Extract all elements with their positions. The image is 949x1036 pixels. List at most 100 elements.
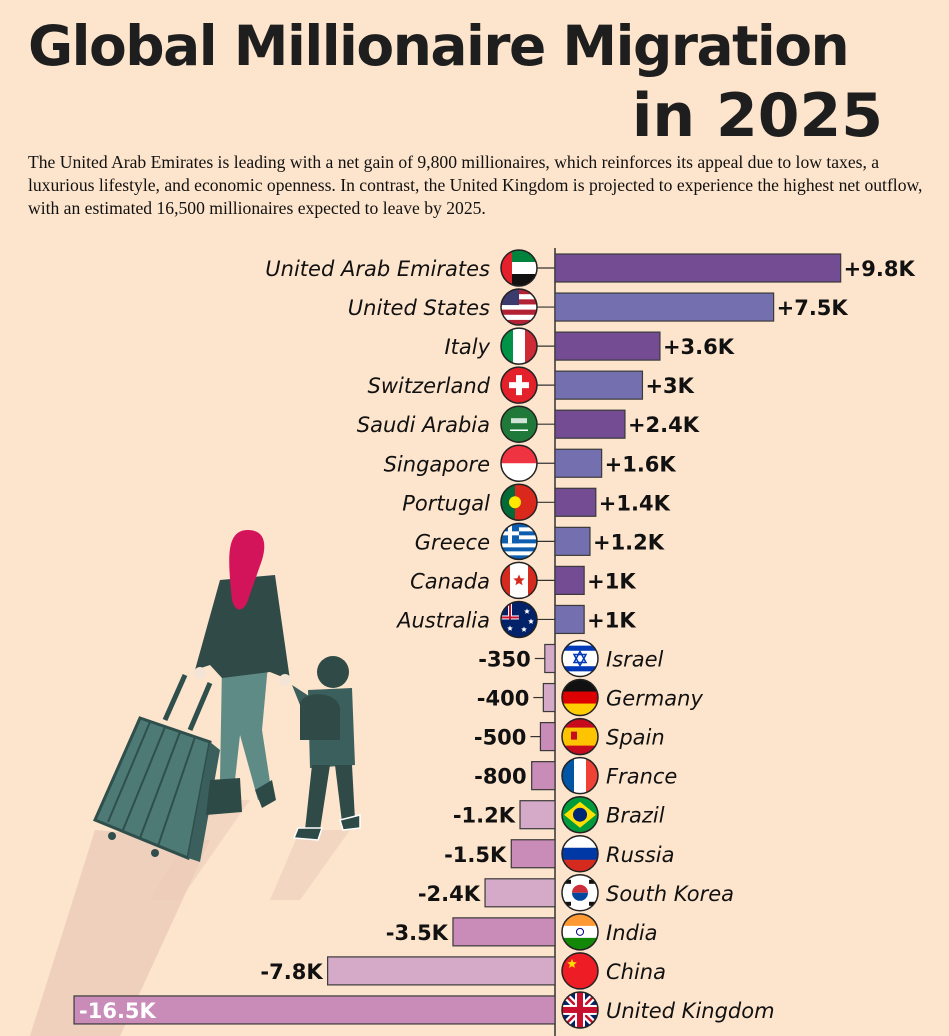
bar bbox=[554, 370, 644, 400]
australia-flag-icon bbox=[500, 600, 538, 639]
bar-row: Saudi Arabia +2.4K bbox=[357, 405, 700, 443]
bar bbox=[554, 487, 597, 517]
south-korea-flag-icon bbox=[561, 874, 599, 912]
title-line-1: Global Millionaire Migration bbox=[28, 14, 850, 78]
bar-row: India -3.5K bbox=[386, 913, 658, 951]
data-label: -7.8K bbox=[260, 960, 323, 984]
bar-row: Italy +3.6K bbox=[444, 327, 735, 365]
country-label: France bbox=[606, 765, 677, 789]
bar bbox=[531, 761, 556, 791]
data-label: +2.4K bbox=[628, 413, 700, 437]
bar bbox=[539, 721, 556, 752]
bar bbox=[554, 331, 661, 361]
country-label: Switzerland bbox=[368, 374, 491, 398]
data-label: -400 bbox=[477, 687, 530, 711]
italy-flag-icon bbox=[500, 327, 538, 365]
bar-row: Canada +1K bbox=[410, 561, 636, 600]
bar-row: Singapore +1.6K bbox=[384, 444, 677, 482]
data-label: -2.4K bbox=[418, 882, 481, 906]
bar bbox=[554, 448, 603, 478]
country-label: China bbox=[606, 960, 666, 984]
data-label: -800 bbox=[474, 765, 527, 789]
israel-flag-icon bbox=[561, 639, 599, 678]
bar bbox=[510, 839, 556, 869]
bar-row: Portugal +1.4K bbox=[402, 483, 671, 522]
usa-flag-icon bbox=[500, 288, 538, 326]
bar bbox=[554, 565, 585, 596]
bar-row: Brazil -1.2K bbox=[453, 795, 665, 834]
canada-flag-icon bbox=[500, 561, 538, 600]
data-label: +1.6K bbox=[605, 452, 677, 476]
data-label: +1.2K bbox=[593, 530, 665, 554]
travel-illustration bbox=[30, 530, 361, 1036]
country-label: Australia bbox=[395, 608, 490, 632]
bar-row: Greece +1.2K bbox=[415, 522, 665, 561]
bar bbox=[554, 292, 775, 322]
country-label: Saudi Arabia bbox=[357, 413, 490, 437]
description: The United Arab Emirates is leading with… bbox=[28, 152, 923, 218]
country-label: Italy bbox=[444, 335, 490, 359]
country-label: Singapore bbox=[384, 452, 490, 476]
country-label: Canada bbox=[410, 569, 490, 593]
portugal-flag-icon bbox=[500, 483, 538, 522]
country-label: India bbox=[606, 921, 658, 945]
bar bbox=[327, 956, 556, 986]
bar bbox=[484, 878, 556, 908]
india-flag-icon bbox=[561, 913, 599, 951]
brazil-flag-icon bbox=[561, 795, 599, 834]
bar-row: Australia +1K bbox=[395, 600, 636, 639]
bar bbox=[554, 253, 842, 283]
data-label: -1.5K bbox=[444, 843, 507, 867]
saudi-arabia-flag-icon bbox=[500, 405, 538, 443]
data-label: +1K bbox=[587, 608, 636, 632]
country-label: United Arab Emirates bbox=[265, 257, 490, 281]
bar bbox=[554, 409, 626, 439]
country-label: Spain bbox=[606, 726, 665, 750]
data-label: -3.5K bbox=[386, 921, 449, 945]
data-label: +7.5K bbox=[777, 296, 849, 320]
country-label: Greece bbox=[415, 530, 490, 554]
bar bbox=[73, 995, 556, 1025]
bar bbox=[542, 682, 556, 713]
bar-row: Israel -350 bbox=[478, 639, 664, 678]
data-label: -350 bbox=[478, 648, 531, 672]
bar bbox=[544, 643, 556, 674]
country-label: Portugal bbox=[402, 491, 490, 515]
bar bbox=[554, 604, 585, 635]
switzerland-flag-icon bbox=[500, 366, 538, 404]
data-label: +3K bbox=[645, 374, 694, 398]
greece-flag-icon bbox=[500, 522, 538, 561]
data-label: +1K bbox=[587, 569, 636, 593]
country-label: Russia bbox=[606, 843, 675, 867]
country-label: United Kingdom bbox=[606, 999, 775, 1023]
bar-row: United Kingdom -16.5K bbox=[73, 991, 775, 1029]
data-label: +1.4K bbox=[599, 491, 671, 515]
france-flag-icon bbox=[561, 756, 599, 795]
bar-row: Switzerland +3K bbox=[368, 366, 695, 404]
country-label: United States bbox=[348, 296, 490, 320]
data-label: -1.2K bbox=[453, 804, 516, 828]
title-line-2: in 2025 bbox=[631, 81, 883, 151]
bar-row: United Arab Emirates +9.8K bbox=[265, 249, 915, 287]
country-label: Germany bbox=[606, 687, 703, 711]
bar-row: China -7.8K bbox=[260, 952, 666, 990]
bar-row: South Korea -2.4K bbox=[418, 874, 734, 912]
bar-row: Germany -400 bbox=[477, 678, 703, 717]
bar bbox=[519, 800, 556, 830]
data-label: +3.6K bbox=[663, 335, 735, 359]
singapore-flag-icon bbox=[500, 444, 538, 482]
data-label: -500 bbox=[474, 726, 527, 750]
bar bbox=[452, 917, 556, 947]
bar-row: Spain -500 bbox=[474, 717, 665, 756]
uae-flag-icon bbox=[500, 249, 538, 287]
country-label: Brazil bbox=[606, 804, 665, 828]
uk-flag-icon bbox=[561, 991, 599, 1029]
data-label: -16.5K bbox=[79, 999, 157, 1023]
bar bbox=[554, 526, 591, 556]
bar-row: United States +7.5K bbox=[348, 288, 849, 326]
bar-row: France -800 bbox=[474, 756, 677, 795]
china-flag-icon bbox=[561, 952, 599, 990]
spain-flag-icon bbox=[561, 717, 599, 756]
germany-flag-icon bbox=[561, 678, 599, 717]
